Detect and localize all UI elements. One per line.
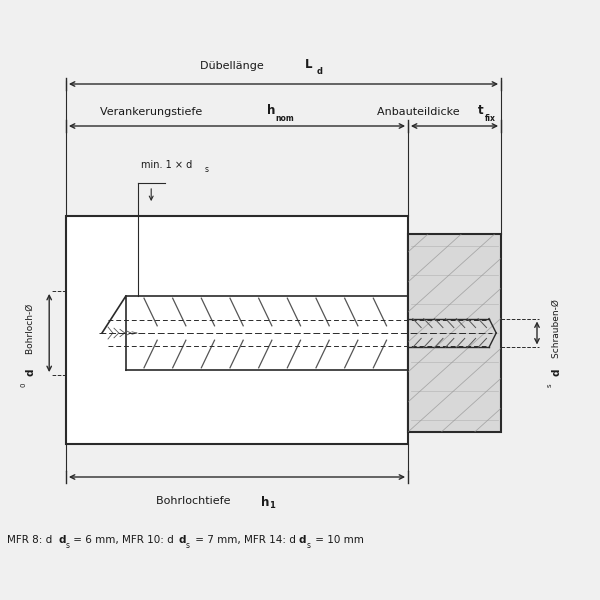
- Text: fix: fix: [485, 114, 496, 123]
- Text: 0: 0: [21, 383, 27, 388]
- Text: h: h: [267, 104, 275, 117]
- Text: = 10 mm: = 10 mm: [312, 535, 364, 545]
- Text: Bohrloch-Ø: Bohrloch-Ø: [26, 301, 35, 353]
- Text: t: t: [478, 104, 483, 117]
- Text: = 7 mm, MFR 14: d: = 7 mm, MFR 14: d: [192, 535, 296, 545]
- Text: h: h: [261, 496, 269, 509]
- Text: L: L: [305, 58, 313, 71]
- Text: Verankerungstiefe: Verankerungstiefe: [100, 107, 206, 117]
- Text: d: d: [26, 368, 35, 376]
- Text: d: d: [298, 535, 306, 545]
- Text: = 6 mm, MFR 10: d: = 6 mm, MFR 10: d: [70, 535, 174, 545]
- Text: 1: 1: [269, 501, 275, 510]
- Text: min. 1 × d: min. 1 × d: [141, 160, 192, 170]
- Text: MFR 8: d: MFR 8: d: [7, 535, 52, 545]
- Text: Dübellänge: Dübellänge: [200, 61, 268, 71]
- Text: d: d: [178, 535, 186, 545]
- Bar: [66, 216, 408, 444]
- Text: Anbauteildicke: Anbauteildicke: [377, 107, 463, 117]
- Text: Schrauben-Ø: Schrauben-Ø: [553, 296, 562, 358]
- Text: s: s: [205, 165, 209, 174]
- Text: s: s: [307, 541, 311, 550]
- Text: Bohrlochtiefe: Bohrlochtiefe: [156, 496, 234, 506]
- Text: s: s: [65, 541, 70, 550]
- Text: nom: nom: [275, 114, 294, 123]
- Text: s: s: [547, 383, 553, 387]
- Text: s: s: [186, 541, 190, 550]
- Bar: [408, 234, 501, 432]
- Text: d: d: [552, 368, 562, 376]
- Text: d: d: [58, 535, 66, 545]
- Text: d: d: [316, 67, 322, 76]
